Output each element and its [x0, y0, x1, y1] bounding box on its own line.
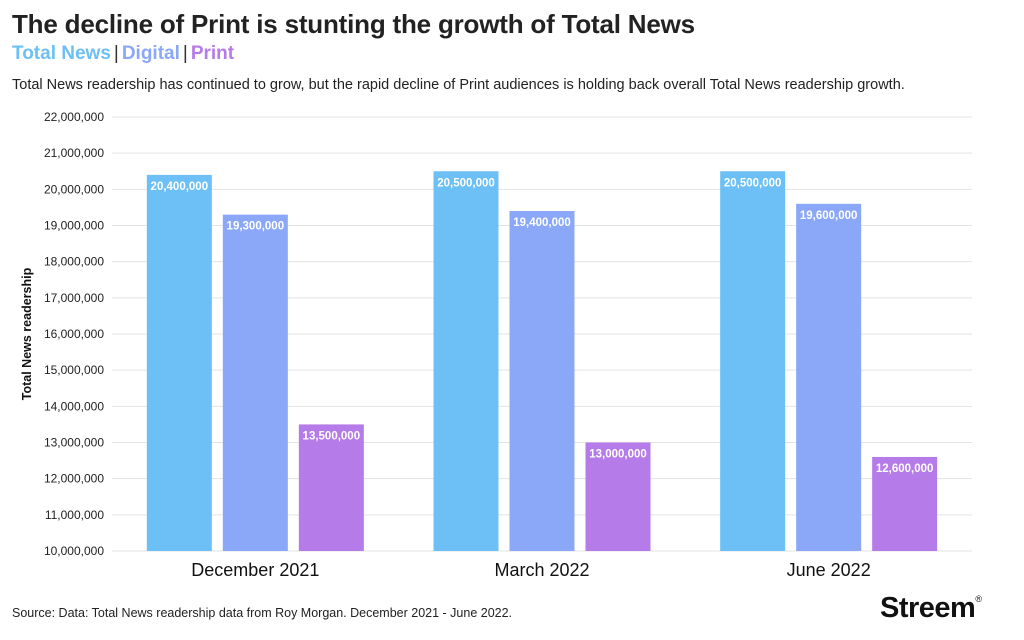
source-note: Source: Data: Total News readership data…: [12, 606, 513, 620]
data-label: 19,400,000: [513, 217, 571, 229]
data-label: 20,500,000: [437, 177, 495, 189]
bar-total-news: [146, 174, 212, 551]
y-tick-label: 13,000,000: [44, 436, 104, 450]
brand-name: Streem: [880, 592, 976, 624]
legend-separator: |: [182, 43, 188, 64]
y-tick-label: 11,000,000: [45, 508, 104, 522]
legend-separator: |: [113, 43, 119, 64]
y-tick-label: 14,000,000: [44, 399, 104, 413]
x-tick-label: June 2022: [787, 560, 871, 580]
y-tick-label: 15,000,000: [44, 363, 104, 377]
data-label: 20,500,000: [724, 177, 782, 189]
bar-total-news: [720, 171, 786, 551]
bar-print: [585, 442, 651, 551]
legend: Total News | Digital | Print: [12, 43, 234, 65]
chart-title: The decline of Print is stunting the gro…: [12, 9, 695, 39]
data-label: 12,600,000: [876, 463, 934, 475]
bar-digital: [796, 203, 862, 552]
y-tick-label: 10,000,000: [44, 544, 104, 558]
data-label: 19,300,000: [227, 221, 285, 233]
y-tick-label: 12,000,000: [44, 472, 104, 486]
bar-chart: 10,000,000 11,000,000 12,000,000 13,000,000…: [20, 110, 972, 580]
bar-digital: [509, 211, 575, 552]
data-label: 19,600,000: [800, 210, 858, 222]
y-tick-label: 17,000,000: [44, 291, 104, 305]
legend-item-total-news: Total News: [12, 43, 111, 64]
brand-logo: Streem®: [880, 592, 982, 625]
y-tick-label: 18,000,000: [44, 255, 104, 269]
y-axis-label: Total News readership: [20, 267, 34, 400]
data-label: 13,000,000: [589, 449, 647, 461]
data-label: 20,400,000: [151, 181, 209, 193]
bar-total-news: [433, 171, 499, 551]
y-tick-label: 19,000,000: [44, 219, 104, 233]
x-tick-label: March 2022: [494, 560, 589, 580]
y-tick-label: 21,000,000: [44, 146, 104, 160]
bar-print: [298, 424, 364, 551]
y-tick-label: 20,000,000: [44, 182, 104, 196]
x-tick-label: December 2021: [191, 560, 319, 580]
registered-mark: ®: [975, 594, 982, 604]
legend-item-print: Print: [190, 43, 235, 64]
chart-subtitle: Total News readership has continued to g…: [12, 77, 905, 93]
y-tick-label: 22,000,000: [44, 110, 104, 124]
legend-item-digital: Digital: [121, 43, 180, 64]
y-tick-label: 16,000,000: [44, 327, 104, 341]
bar-digital: [222, 214, 288, 551]
bar-print: [872, 456, 938, 551]
data-label: 13,500,000: [303, 430, 361, 442]
